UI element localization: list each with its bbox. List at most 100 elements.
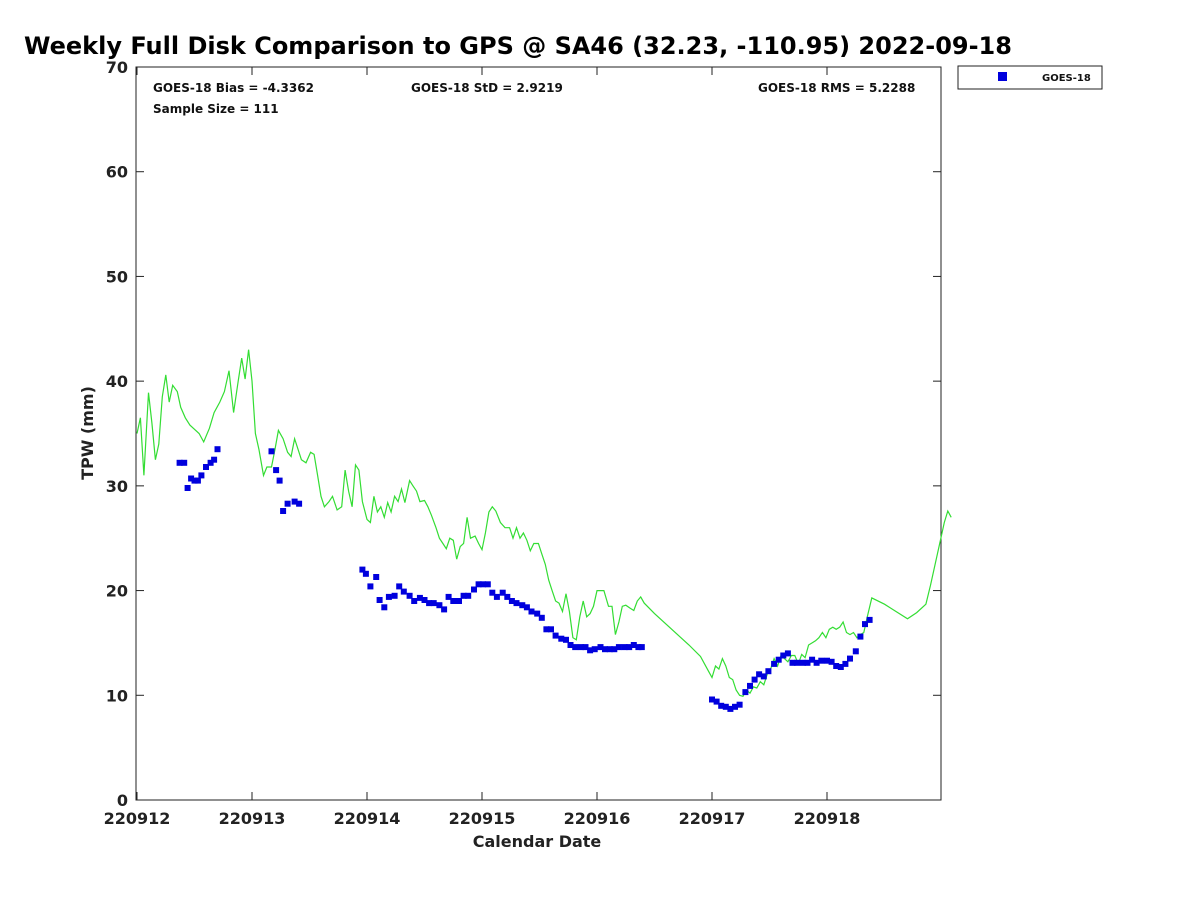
goes-data-point <box>471 586 477 593</box>
goes-data-point <box>214 446 221 453</box>
std-stat: GOES-18 StD = 2.9219 <box>411 81 563 95</box>
bias-stat: GOES-18 Bias = -4.3362 <box>153 81 314 95</box>
x-tick-label: 220915 <box>449 809 516 828</box>
chart-title: Weekly Full Disk Comparison to GPS @ SA4… <box>24 32 1012 60</box>
goes-data-point <box>538 614 545 621</box>
goes-data-point <box>203 464 209 470</box>
goes-data-point <box>436 602 443 609</box>
x-axis: 220912 220913 220914 220915 220916 220917 2209… <box>104 67 860 828</box>
goes-data-point <box>862 621 868 628</box>
goes-data-point <box>400 588 407 595</box>
goes-data-point <box>362 570 369 577</box>
goes-data-point <box>376 597 383 603</box>
goes-data-point <box>296 500 303 507</box>
goes-data-point <box>176 459 183 466</box>
goes-data-point <box>523 604 530 611</box>
goes-data-point <box>396 583 403 590</box>
goes-data-point <box>751 676 758 683</box>
goes-data-point <box>284 500 291 507</box>
goes-data-point <box>771 660 778 667</box>
goes-data-point <box>499 589 506 596</box>
legend-label: GOES-18 <box>1042 73 1091 84</box>
goes-data-point <box>450 598 457 604</box>
goes-data-point <box>534 610 541 617</box>
goes-data-point <box>445 593 452 600</box>
goes-data-point <box>411 598 418 604</box>
goes-data-point <box>833 663 840 669</box>
goes-data-point <box>602 646 608 653</box>
goes-data-point <box>188 475 195 482</box>
goes-data-point <box>198 472 205 479</box>
goes-data-point <box>441 606 448 613</box>
goes-data-point <box>630 642 637 648</box>
y-tick-label: 40 <box>106 372 128 391</box>
goes-data-point <box>577 644 584 651</box>
goes-data-point <box>465 592 472 599</box>
goes-data-point <box>184 485 191 491</box>
goes-data-point <box>621 644 628 651</box>
plot-area <box>136 349 952 712</box>
sample-size-stat: Sample Size = 111 <box>153 102 279 116</box>
y-tick-label: 0 <box>117 791 128 810</box>
goes-data-point <box>181 459 188 466</box>
y-tick-label: 10 <box>106 686 128 705</box>
goes-data-point <box>582 644 589 651</box>
goes-data-point <box>722 703 729 710</box>
goes-data-point <box>591 646 598 653</box>
goes-data-point <box>736 701 743 708</box>
goes-data-point <box>727 705 734 712</box>
x-tick-label: 220912 <box>104 809 171 828</box>
goes-data-point <box>597 644 604 651</box>
goes-data-point <box>508 598 515 604</box>
legend: GOES-18 <box>957 65 1103 90</box>
goes-data-point <box>828 658 835 665</box>
goes-data-point <box>775 656 782 663</box>
y-axis: 0 10 20 30 40 50 60 70 <box>106 58 941 810</box>
goes-data-point <box>430 600 437 607</box>
goes-data-point <box>421 597 428 603</box>
goes-data-point <box>866 616 873 623</box>
goes-data-point <box>718 702 725 709</box>
y-tick-label: 60 <box>106 163 128 182</box>
goes-data-point <box>587 647 594 654</box>
goes-data-point <box>367 583 374 590</box>
goes-data-point <box>847 655 853 662</box>
goes-data-point <box>207 459 214 466</box>
goes-data-point <box>747 682 753 689</box>
goes-data-point <box>519 602 526 609</box>
goes-data-point <box>765 668 772 675</box>
goes-data-point <box>391 592 398 599</box>
goes-data-point <box>543 626 550 633</box>
goes-data-point <box>563 636 569 643</box>
goes-data-point <box>567 642 574 648</box>
goes-data-point <box>552 632 559 639</box>
goes-data-point <box>824 657 830 664</box>
goes-data-point <box>813 659 820 666</box>
goes-data-point <box>280 508 287 514</box>
goes-data-point <box>857 633 864 640</box>
goes-data-point <box>794 659 801 666</box>
goes-data-point <box>709 696 715 703</box>
goes-data-point <box>713 698 720 705</box>
goes-data-point <box>489 589 496 596</box>
goes-data-point <box>273 467 280 474</box>
goes-data-point <box>406 592 413 599</box>
goes-data-point <box>756 671 763 678</box>
goes-data-point <box>426 600 433 607</box>
x-tick-label: 220916 <box>564 809 631 828</box>
goes-data-point <box>615 644 622 651</box>
goes-data-point <box>359 566 366 573</box>
x-tick-label: 220914 <box>334 809 401 828</box>
goes-data-point <box>475 581 482 588</box>
goes-data-point <box>493 593 500 600</box>
rms-stat: GOES-18 RMS = 5.2288 <box>758 81 915 95</box>
x-axis-label: Calendar Date <box>473 832 602 851</box>
x-tick-label: 220917 <box>679 809 746 828</box>
goes-data-point <box>842 660 849 667</box>
goes-data-point <box>276 477 283 484</box>
goes-data-point <box>456 598 462 604</box>
goes-data-point <box>606 646 613 653</box>
goes-data-point <box>460 592 467 599</box>
goes-data-point <box>852 648 859 655</box>
